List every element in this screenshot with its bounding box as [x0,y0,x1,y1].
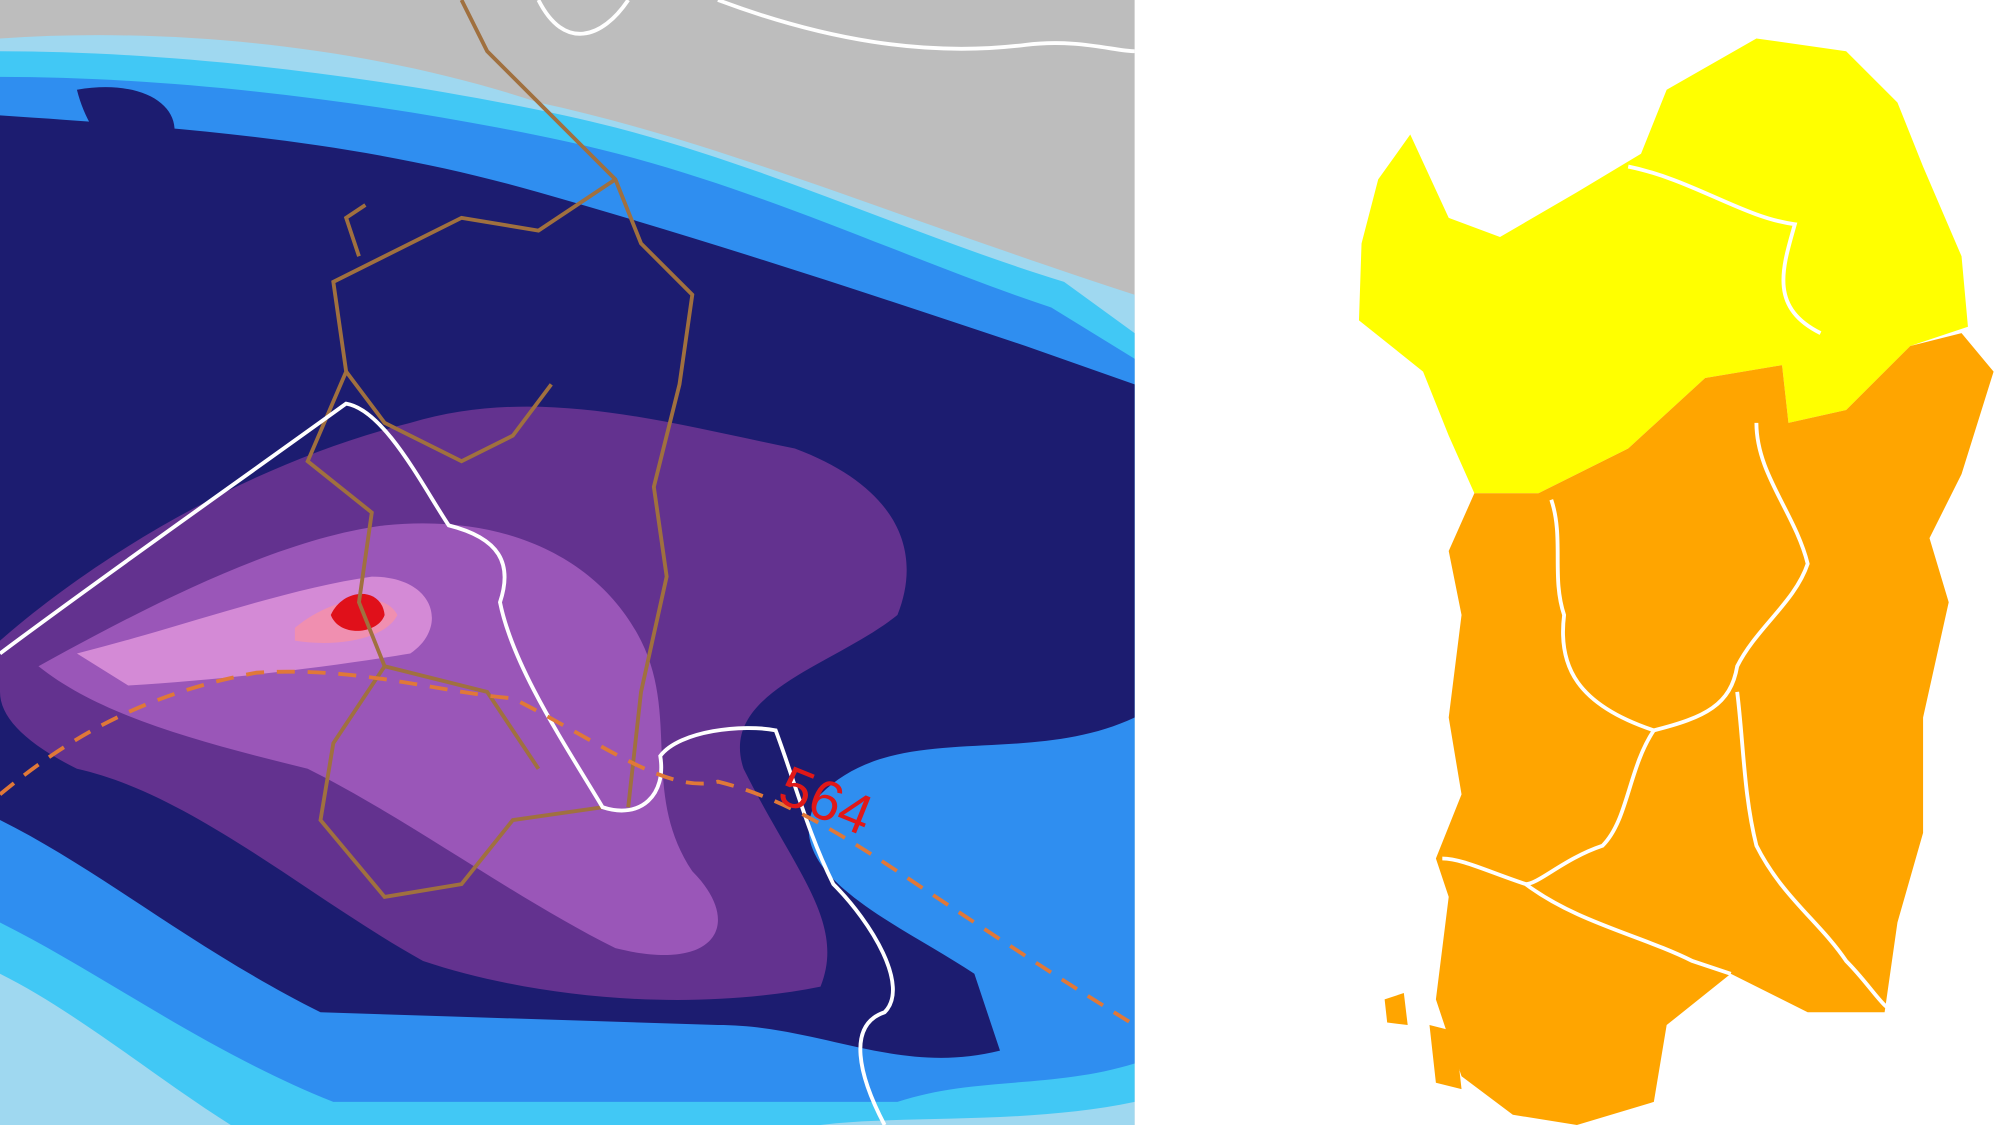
north-zone [1358,38,1968,494]
south-zone [1435,333,1994,1125]
region-alert-map [1358,38,1994,1125]
dashed-isoline [0,669,1136,1027]
precip-red [330,593,385,631]
islands [1384,993,1462,1090]
borders [305,0,695,900]
isoline [0,0,1135,1125]
zone-borders [1442,164,1898,1015]
weather-map: 564 [0,0,1136,1125]
